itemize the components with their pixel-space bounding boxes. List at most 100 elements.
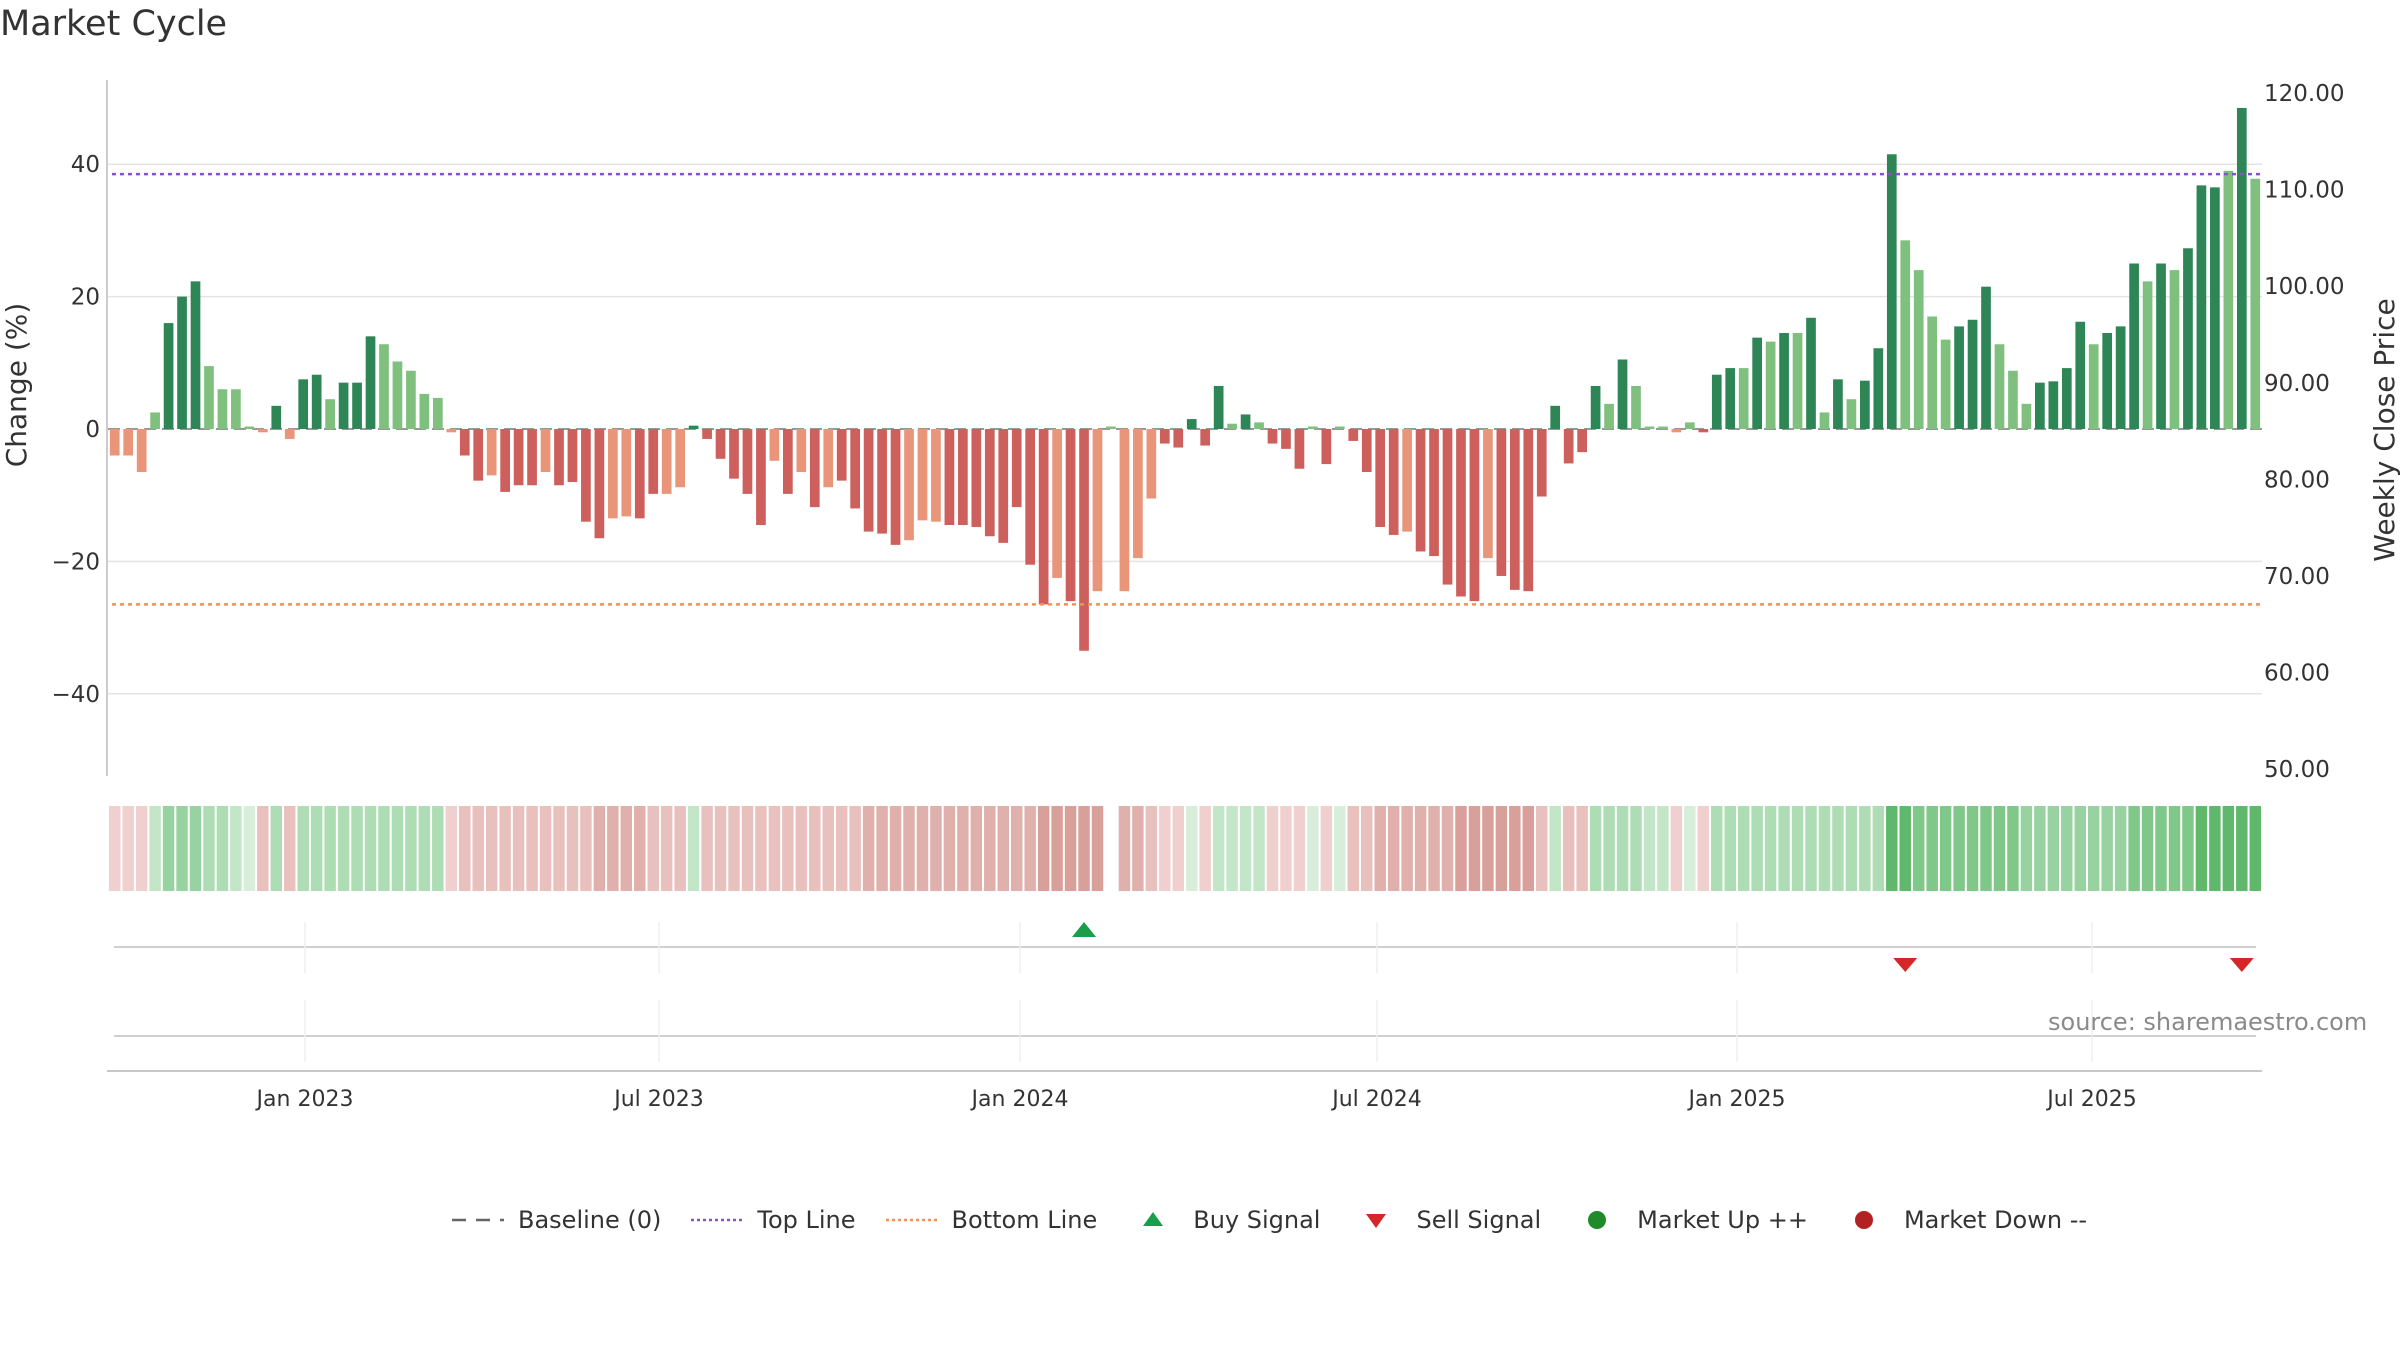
heat-cell (2209, 806, 2221, 891)
bar (756, 429, 766, 525)
buy-signal-marker (1072, 922, 1097, 937)
bar (352, 382, 362, 429)
heat-cell (176, 806, 188, 891)
heat-cell (862, 806, 875, 891)
heat-cell (1764, 806, 1777, 891)
bar (1725, 368, 1736, 429)
bar (1106, 426, 1116, 429)
bar (2250, 178, 2261, 429)
legend-item-baseline[interactable]: Baseline (0) (448, 1206, 661, 1234)
bar (392, 361, 403, 429)
bar (1415, 429, 1426, 552)
heat-cell (1078, 806, 1090, 891)
heat-cell (1939, 806, 1952, 891)
heat-cell (984, 806, 996, 891)
heat-cell (1670, 806, 1683, 891)
heat-cell (1859, 806, 1871, 891)
heat-cell (1832, 806, 1844, 891)
bar (823, 429, 834, 488)
market-up-swatch-icon (1588, 1211, 1607, 1229)
legend-item-market-up[interactable]: Market Up ++ (1567, 1206, 1808, 1234)
legend-label: Buy Signal (1193, 1206, 1321, 1234)
bar (1590, 385, 1601, 429)
bar (998, 429, 1009, 543)
bar (554, 429, 564, 486)
bar (2048, 381, 2059, 429)
bar (1927, 316, 1938, 429)
heat-cell (782, 806, 794, 891)
heat-cell (1159, 806, 1171, 891)
heat-cell (2195, 806, 2208, 891)
bar (1321, 429, 1332, 465)
heat-cell (1616, 806, 1629, 891)
bar (836, 429, 847, 481)
bar (1133, 429, 1143, 559)
legend-label: Market Down -- (1903, 1206, 2088, 1234)
heat-cell (1926, 806, 1938, 891)
legend: Baseline (0) Top Line Bottom Line Buy Si… (448, 1202, 2113, 1238)
heat-cell (903, 806, 915, 891)
bar (1631, 385, 1641, 429)
legend-item-top-line[interactable]: Top Line (687, 1206, 856, 1234)
bar (661, 429, 672, 494)
heat-cell (1630, 806, 1642, 891)
y-tick-label: 20 (71, 285, 100, 311)
heat-cell (1212, 806, 1225, 891)
y-axis-title: Change (%) (0, 303, 33, 468)
heat-cell (2182, 806, 2194, 891)
legend-item-bottom-line[interactable]: Bottom Line (882, 1206, 1097, 1234)
bar (2061, 368, 2072, 429)
heat-cell (2047, 806, 2060, 891)
heat-cell (835, 806, 848, 891)
heat-cell (1495, 806, 1508, 891)
bar (944, 429, 955, 525)
y2-tick-label: 50.00 (2264, 757, 2330, 783)
heat-cell (997, 806, 1009, 891)
bar (1536, 429, 1547, 497)
bar (621, 429, 632, 517)
bar (634, 429, 645, 519)
heat-cell (1993, 806, 2006, 891)
heat-cell (324, 806, 336, 891)
heat-cell (1818, 806, 1831, 891)
heat-cell (2020, 806, 2033, 891)
bar (1550, 405, 1561, 429)
heat-cell (674, 806, 686, 891)
heat-cell (270, 806, 283, 891)
heat-cell (162, 806, 175, 891)
bar (594, 429, 605, 539)
heat-cell (2141, 806, 2154, 891)
legend-item-sell-signal[interactable]: Sell Signal (1346, 1206, 1541, 1234)
bar (648, 429, 659, 494)
legend-label: Baseline (0) (518, 1206, 662, 1234)
x-tick-label: Jul 2023 (612, 1087, 704, 1112)
bar (796, 429, 807, 473)
bar (1860, 380, 1870, 429)
bar (958, 429, 968, 525)
heat-cell (755, 806, 767, 891)
bar (931, 429, 941, 522)
heat-cell (647, 806, 659, 891)
heat-cell (1441, 806, 1454, 891)
bar (204, 366, 214, 429)
bar (244, 426, 255, 429)
heat-cell (459, 806, 471, 891)
heat-cell (485, 806, 498, 891)
bar (2021, 403, 2032, 429)
heat-cell (149, 806, 161, 891)
legend-item-buy-signal[interactable]: Buy Signal (1123, 1206, 1320, 1234)
heat-cell (620, 806, 633, 891)
heat-cell (2236, 806, 2248, 891)
bar (1819, 412, 1830, 429)
heat-cell (1562, 806, 1575, 891)
heat-cell (943, 806, 956, 891)
legend-item-market-down[interactable]: Market Down -- (1834, 1206, 2087, 1234)
bar (688, 425, 699, 429)
heat-cell (2061, 806, 2073, 891)
heat-cell (1845, 806, 1858, 891)
heat-cell (135, 806, 148, 891)
bar (904, 429, 914, 541)
bar (2183, 248, 2193, 429)
bar (715, 429, 726, 459)
